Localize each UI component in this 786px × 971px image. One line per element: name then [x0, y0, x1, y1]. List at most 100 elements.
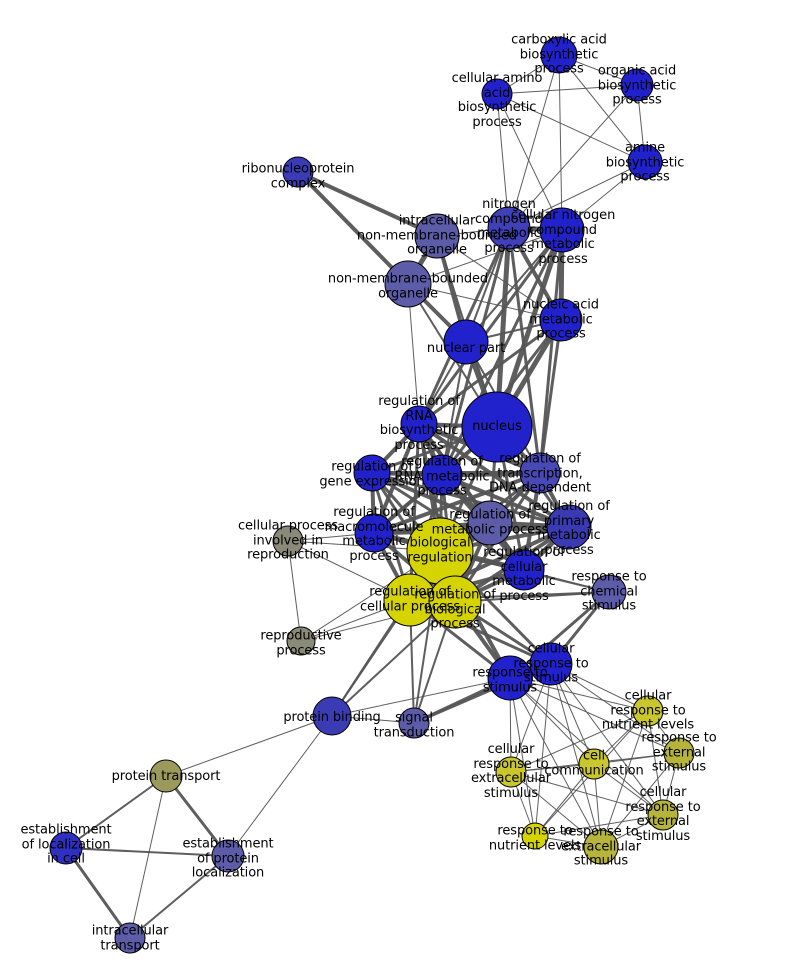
graph-node-label-response-to-stimulus: response to stimulus	[472, 665, 548, 695]
graph-node-label-regulation-of-biological-process: regulation of biological process	[414, 587, 496, 632]
graph-edge	[496, 84, 638, 95]
graph-node-response-to-chemical-stimulus[interactable]	[591, 574, 627, 610]
graph-node-label-organic-acid-biosynthetic-process: organic acid biosynthetic process	[597, 63, 677, 108]
graph-edge	[297, 170, 438, 238]
graph-node-regulation-of-rna-metabolic-process[interactable]	[421, 454, 463, 496]
graph-edge	[441, 341, 467, 476]
nodes-layer	[49, 36, 695, 954]
graph-edge	[440, 229, 564, 476]
graph-node-label-nucleus: nucleus	[472, 418, 522, 434]
graph-edge	[550, 663, 664, 816]
graph-edge	[509, 677, 649, 712]
graph-node-establishment-of-localization-in-cell[interactable]	[49, 831, 83, 865]
graph-node-nucleus[interactable]	[461, 391, 533, 463]
graph-node-protein-binding[interactable]	[312, 696, 352, 736]
graph-edge	[371, 471, 570, 529]
graph-edge	[408, 423, 421, 601]
graph-edge	[508, 161, 646, 229]
graph-node-label-regulation-of-cellular-metabolic-process: regulation of cellular metabolic process	[483, 545, 565, 604]
graph-node-cellular-amino-acid-biosynthetic-process[interactable]	[481, 78, 513, 110]
graph-node-label-protein-transport: protein transport	[111, 768, 221, 784]
graph-node-label-cell-communication: cell communication	[544, 748, 644, 778]
graph-node-amine-biosynthetic-process[interactable]	[627, 144, 663, 180]
graph-edge	[510, 710, 649, 773]
graph-node-label-biological-regulation: biological regulation	[407, 535, 473, 565]
graph-node-cellular-response-to-external-stimulus[interactable]	[647, 799, 679, 831]
graph-edge	[465, 229, 563, 343]
graph-node-regulation-of-biological-process[interactable]	[428, 575, 482, 629]
graph-node-nitrogen-compound-metabolic-process[interactable]	[487, 206, 531, 250]
graph-edge	[509, 677, 536, 837]
graph-node-signal-transduction[interactable]	[398, 707, 430, 739]
graph-node-regulation-of-cellular-metabolic-process[interactable]	[503, 549, 545, 591]
graph-node-label-non-membrane-bounded-organelle: non-membrane-bounded organelle	[327, 271, 489, 301]
graph-node-cellular-response-to-nutrient-levels[interactable]	[632, 695, 664, 727]
graph-node-nucleic-acid-metabolic-process[interactable]	[539, 298, 583, 342]
graph-edge	[508, 84, 638, 229]
graph-node-label-regulation-of-gene-expression: regulation of gene expression	[319, 459, 425, 489]
graph-node-label-response-to-nutrient-levels: response to nutrient levels	[488, 823, 582, 853]
graph-edge	[496, 93, 646, 163]
graph-node-regulation-of-macromolecule-metabolic-process[interactable]	[354, 513, 394, 553]
graph-node-regulation-of-gene-expression[interactable]	[353, 454, 391, 492]
graph-node-response-to-nutrient-levels[interactable]	[521, 822, 549, 850]
graph-node-response-to-extracellular-stimulus[interactable]	[583, 829, 619, 865]
graph-node-label-response-to-extracellular-stimulus: response to extracellular stimulus	[560, 824, 642, 869]
graph-node-label-carboxylic-acid-biosynthetic-process: carboxylic acid biosynthetic process	[511, 32, 607, 77]
graph-edge	[534, 814, 664, 837]
graph-edge	[164, 775, 230, 857]
graph-node-label-cellular-amino-acid-biosynthetic-process: cellular amino acid biosynthetic process	[451, 71, 543, 130]
graph-edge	[647, 710, 664, 816]
graph-node-regulation-of-metabolic-process[interactable]	[467, 500, 513, 546]
graph-node-establishment-of-protein-localization[interactable]	[211, 839, 245, 873]
graph-node-label-intracellular-transport: intracellular transport	[91, 923, 169, 953]
graph-node-cellular-nitrogen-compound-metabolic-process[interactable]	[539, 207, 585, 253]
graph-edge	[538, 229, 564, 474]
graph-edge	[509, 677, 680, 754]
graph-edge	[538, 319, 563, 474]
graph-node-label-response-to-chemical-stimulus: response to chemical stimulus	[571, 569, 647, 614]
graph-node-label-regulation-of-rna-biosynthetic-process: regulation of RNA biosynthetic process	[378, 394, 460, 453]
graph-node-cell-communication[interactable]	[578, 748, 610, 780]
graph-node-nuclear-part[interactable]	[443, 319, 489, 365]
graph-edge	[373, 471, 541, 535]
graph-edge	[227, 715, 333, 857]
graph-node-label-establishment-of-protein-localization: establishment of protein localization	[182, 836, 274, 881]
graph-edge	[534, 763, 595, 837]
graph-edge	[510, 771, 664, 816]
graph-node-carboxylic-acid-biosynthetic-process[interactable]	[540, 36, 578, 74]
graph-node-label-cellular-response-to-extracellular-stimulus: cellular response to extracellular stimu…	[470, 742, 552, 801]
graph-edge	[296, 170, 410, 286]
graph-node-response-to-external-stimulus[interactable]	[663, 737, 695, 769]
graph-node-reproductive-process[interactable]	[286, 626, 316, 656]
graph-edge	[407, 283, 562, 321]
graph-node-protein-transport[interactable]	[149, 759, 183, 793]
graph-edge	[331, 601, 456, 717]
graph-node-organic-acid-biosynthetic-process[interactable]	[620, 68, 654, 102]
graph-edge	[600, 752, 680, 848]
graph-edge	[550, 663, 680, 754]
graph-node-cellular-process-involved-in-reproduction[interactable]	[272, 525, 304, 557]
graph-node-label-nitrogen-compound-metabolic-process: nitrogen compound metabolic process	[475, 197, 543, 256]
graph-node-response-to-stimulus[interactable]	[487, 655, 533, 701]
graph-edge	[129, 775, 167, 939]
graph-node-ribonucleoprotein-complex[interactable]	[282, 156, 314, 188]
graph-edge	[509, 677, 602, 848]
graph-node-regulation-of-transcription-dna-dependent[interactable]	[519, 452, 561, 494]
graph-node-regulation-of-primary-metabolic-process[interactable]	[546, 504, 592, 550]
graph-node-label-protein-binding: protein binding	[283, 709, 381, 725]
graph-node-label-cellular-nitrogen-compound-metabolic-process: cellular nitrogen compound metabolic pro…	[510, 208, 616, 267]
graph-node-label-ribonucleoprotein-complex: ribonucleoprotein complex	[241, 161, 355, 191]
graph-node-label-cellular-response-to-nutrient-levels: cellular response to nutrient levels	[601, 688, 695, 733]
graph-node-cellular-response-to-extracellular-stimulus[interactable]	[495, 756, 527, 788]
graph-edge	[558, 54, 646, 163]
graph-node-non-membrane-bounded-organelle[interactable]	[384, 260, 432, 308]
graph-node-intracellular-non-membrane-bounded-organelle[interactable]	[414, 213, 460, 259]
graph-node-intracellular-transport[interactable]	[114, 922, 146, 954]
graph-node-label-cellular-response-to-external-stimulus: cellular response to external stimulus	[625, 785, 701, 844]
graph-node-cellular-response-to-stimulus[interactable]	[529, 642, 573, 686]
graph-node-label-response-to-external-stimulus: response to external stimulus	[641, 730, 717, 775]
graph-node-regulation-of-rna-biosynthetic-process[interactable]	[400, 405, 438, 443]
